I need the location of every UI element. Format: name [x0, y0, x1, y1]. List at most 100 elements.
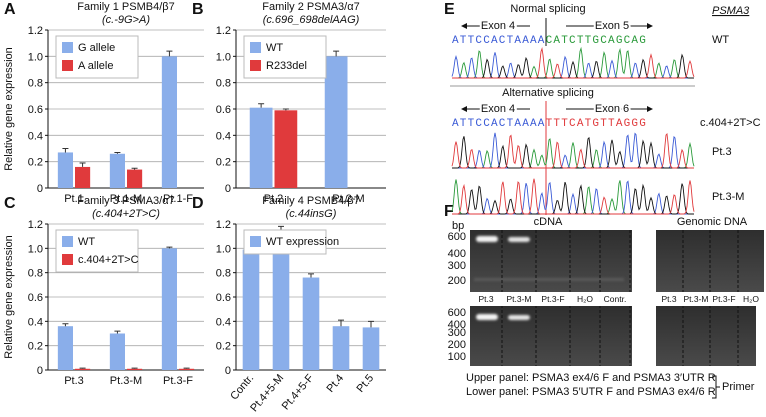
- error-bar: [62, 148, 69, 153]
- x-tick-label: Pt.3-M: [110, 375, 142, 387]
- ladder-label: 200: [448, 339, 466, 351]
- bar: [332, 326, 350, 370]
- lane-label: Pt.3-F: [712, 294, 735, 304]
- bar: [109, 153, 125, 188]
- error-bar: [282, 108, 289, 111]
- lane-label: Pt.3: [478, 294, 493, 304]
- legend-label: WT expression: [266, 236, 339, 248]
- error-bar: [258, 103, 265, 108]
- bar: [272, 238, 290, 370]
- lane-label-strip: [470, 292, 764, 306]
- y-axis-label: Relative gene expression: [3, 235, 15, 359]
- error-bar: [131, 167, 138, 170]
- gel-band: [476, 314, 498, 320]
- x-tick-label: Pt.4+5-F: [280, 372, 317, 412]
- bar: [57, 326, 73, 370]
- exon-label-bg: Exon 4: [481, 103, 515, 115]
- legend-label: G allele: [78, 42, 115, 54]
- chromatogram-trace: [451, 132, 694, 169]
- bar: [242, 249, 260, 370]
- chromatogram-trace: [452, 178, 695, 215]
- error-bar: [131, 367, 138, 369]
- y-tick-label: 0.8: [216, 78, 231, 90]
- chart: C Family 3 PSMA3/α7(c.404+2T>C) 0 0.2 0.4 0.6…: [3, 195, 204, 387]
- error-bar: [368, 320, 374, 328]
- y-tick-label: 0.2: [28, 157, 43, 169]
- x-tick-label: Pt.4: [325, 372, 347, 395]
- legend-swatch: [250, 60, 261, 71]
- bar: [161, 248, 177, 370]
- gel-bands: [474, 236, 624, 320]
- legend-label: WT: [78, 236, 95, 248]
- panel-e: E PSMA3 Normal splicing Exon 4 Exon 4 Ex…: [444, 1, 761, 215]
- legend-swatch: [62, 236, 73, 247]
- bar: [75, 166, 91, 188]
- gel-band: [508, 315, 530, 320]
- legend: WT c.404+2T>C: [55, 229, 139, 273]
- lane-label: Contr.: [604, 294, 627, 304]
- chart-subtitle: (c.404+2T>C): [92, 208, 160, 220]
- y-tick-label: 0.2: [216, 157, 231, 169]
- y-axis-label: Relative gene expression: [3, 47, 15, 171]
- x-tick-label: Pt.1: [64, 193, 84, 205]
- sequence: ATTCCACTAAAACATCTTGCAGCAG: [452, 35, 647, 47]
- legend-label: c.404+2T>C: [78, 254, 139, 266]
- chart-title: Family 2 PSMA3/α7: [262, 1, 359, 13]
- ladder-label: 100: [448, 351, 466, 363]
- y-tick-label: 0.4: [216, 316, 231, 328]
- y-tick-label: 0: [37, 365, 43, 377]
- error-bar: [308, 273, 314, 278]
- primer-label: Primer: [722, 381, 755, 393]
- bar: [324, 56, 348, 189]
- y-tick-label: 0: [225, 365, 231, 377]
- ladder-label: 400: [448, 319, 466, 331]
- legend-label: R233del: [266, 60, 307, 72]
- chart: A Family 1 PSMB4/β7(c.-9G>A) 0 0.2 0.4 0.6 0.8…: [3, 1, 204, 205]
- legend: WT expression: [243, 229, 339, 255]
- chart-title: Family 3 PSMA3/α7: [77, 195, 174, 207]
- legend-label: A allele: [78, 60, 113, 72]
- error-bar: [79, 367, 86, 369]
- normal-title: Normal splicing: [510, 3, 585, 15]
- bar: [161, 56, 177, 189]
- bar: [274, 110, 298, 188]
- alternative-title: Alternative splicing: [502, 87, 594, 99]
- exon-label: Exon 5: [595, 20, 629, 32]
- panel-label: F: [444, 203, 454, 220]
- x-tick-label: Pt.2: [264, 193, 284, 205]
- legend-swatch: [62, 254, 73, 265]
- panel-label: E: [444, 1, 455, 18]
- sequence-exon: ATTCCACTAAAA: [452, 118, 546, 130]
- exon-label: Exon 4: [481, 103, 515, 115]
- gene-name: PSMA3: [712, 5, 750, 17]
- y-tick-label: 0: [37, 183, 43, 195]
- chart: B Family 2 PSMA3/α7(c.696_698delAAG) 0 0.2 0…: [192, 1, 386, 205]
- chart-subtitle: (c.44insG): [286, 208, 337, 220]
- y-tick-label: 0.4: [28, 316, 43, 328]
- gel-band: [476, 236, 498, 242]
- ladder-label: 300: [448, 260, 466, 272]
- unit-label: bp: [452, 220, 464, 232]
- legend: G allele A allele: [55, 35, 139, 79]
- y-tick-label: 1.0: [28, 243, 43, 255]
- sequence: ATTCCACTAAAATTTCATGTTAGGG: [452, 118, 647, 130]
- chromatogram-trace: [452, 47, 695, 79]
- ladder-label: 600: [448, 231, 466, 243]
- y-tick-label: 0.4: [28, 130, 43, 142]
- bar: [127, 169, 143, 188]
- ladder-label: 400: [448, 248, 466, 260]
- y-tick-label: 1.2: [28, 25, 43, 37]
- y-tick-label: 0.4: [216, 130, 231, 142]
- lane-label: Pt.3-M: [683, 294, 708, 304]
- sequence-exon: ATTCCACTAAAA: [452, 35, 546, 47]
- error-bar: [62, 323, 69, 327]
- variant-label: c.404+2T>C: [700, 117, 761, 129]
- error-bar: [114, 151, 121, 154]
- y-tick-label: 0.8: [28, 78, 43, 90]
- legend-swatch: [250, 236, 261, 247]
- y-tick-label: 0.2: [216, 341, 231, 353]
- bracket: [712, 375, 720, 399]
- legend-label: WT: [266, 42, 283, 54]
- bar: [249, 107, 273, 188]
